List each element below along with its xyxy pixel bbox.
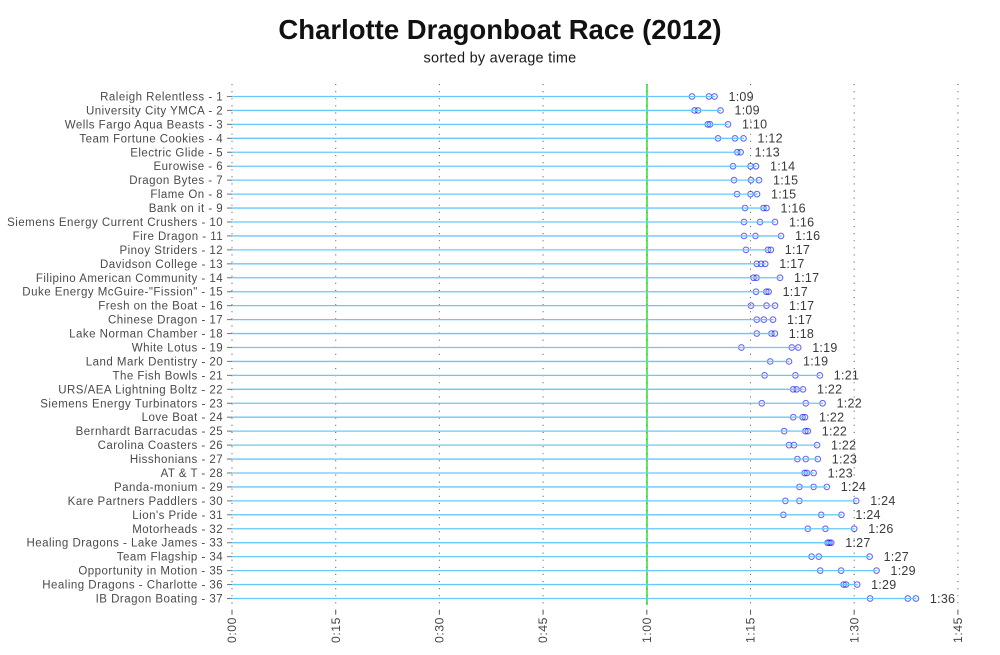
svg-text:Fire Dragon - 11: Fire Dragon - 11 — [133, 231, 224, 243]
svg-text:1:27: 1:27 — [884, 550, 909, 564]
svg-text:1:22: 1:22 — [831, 438, 856, 452]
svg-text:0:45: 0:45 — [536, 617, 550, 643]
svg-text:1:19: 1:19 — [812, 341, 837, 355]
svg-text:1:29: 1:29 — [891, 564, 916, 578]
svg-text:1:15: 1:15 — [771, 187, 796, 201]
svg-text:1:36: 1:36 — [930, 592, 955, 606]
svg-text:Flame On - 8: Flame On - 8 — [150, 189, 223, 201]
svg-text:1:14: 1:14 — [770, 160, 795, 174]
svg-text:Bank on it - 9: Bank on it - 9 — [149, 203, 223, 215]
svg-text:1:09: 1:09 — [729, 90, 754, 104]
svg-text:1:23: 1:23 — [828, 466, 853, 480]
svg-text:1:17: 1:17 — [785, 243, 810, 257]
svg-text:1:29: 1:29 — [871, 578, 896, 592]
svg-text:Eurowise - 6: Eurowise - 6 — [154, 161, 224, 173]
svg-text:1:13: 1:13 — [755, 146, 780, 160]
svg-text:1:17: 1:17 — [779, 257, 804, 271]
svg-text:1:16: 1:16 — [781, 201, 806, 215]
svg-text:Healing Dragons - Charlotte -: Healing Dragons - Charlotte - 36 — [42, 580, 223, 592]
svg-text:Carolina Coasters - 26: Carolina Coasters - 26 — [98, 440, 224, 452]
svg-text:1:21: 1:21 — [834, 369, 859, 383]
svg-text:Team Flagship - 34: Team Flagship - 34 — [117, 552, 224, 564]
svg-text:Davidson College - 13: Davidson College - 13 — [100, 259, 223, 271]
svg-text:Hisshonians - 27: Hisshonians - 27 — [130, 454, 223, 466]
svg-text:1:18: 1:18 — [789, 327, 814, 341]
svg-text:Filipino American Community -: Filipino American Community - 14 — [36, 273, 223, 285]
svg-text:Team Fortune Cookies - 4: Team Fortune Cookies - 4 — [79, 133, 223, 145]
svg-text:White Lotus - 19: White Lotus - 19 — [132, 342, 223, 354]
svg-text:1:23: 1:23 — [832, 452, 857, 466]
svg-text:Siemens Energy Current Crusher: Siemens Energy Current Crushers - 10 — [7, 217, 223, 229]
svg-text:Motorheads - 32: Motorheads - 32 — [132, 524, 223, 536]
svg-text:Wells Fargo Aqua Beasts - 3: Wells Fargo Aqua Beasts - 3 — [65, 119, 223, 131]
svg-text:1:19: 1:19 — [803, 355, 828, 369]
svg-text:1:22: 1:22 — [819, 411, 844, 425]
svg-text:Dragon Bytes - 7: Dragon Bytes - 7 — [129, 175, 223, 187]
svg-text:University City YMCA - 2: University City YMCA - 2 — [86, 105, 223, 117]
svg-text:1:12: 1:12 — [758, 132, 783, 146]
svg-text:1:16: 1:16 — [789, 215, 814, 229]
svg-text:IB Dragon Boating - 37: IB Dragon Boating - 37 — [96, 593, 224, 605]
svg-text:Love Boat - 24: Love Boat - 24 — [142, 412, 224, 424]
svg-text:1:24: 1:24 — [855, 508, 880, 522]
svg-text:Duke Energy McGuire-"Fission": Duke Energy McGuire-"Fission" - 15 — [22, 287, 223, 299]
svg-text:1:22: 1:22 — [817, 383, 842, 397]
svg-text:1:16: 1:16 — [795, 229, 820, 243]
svg-text:Chinese Dragon - 17: Chinese Dragon - 17 — [108, 315, 223, 327]
svg-text:1:17: 1:17 — [783, 285, 808, 299]
svg-text:1:30: 1:30 — [847, 617, 861, 643]
svg-text:Lake Norman Chamber - 18: Lake Norman Chamber - 18 — [69, 329, 223, 341]
svg-text:Charlotte Dragonboat Race (201: Charlotte Dragonboat Race (2012) — [278, 14, 721, 45]
svg-text:Pinoy Striders - 12: Pinoy Striders - 12 — [119, 245, 223, 257]
svg-text:Opportunity in Motion - 35: Opportunity in Motion - 35 — [78, 566, 223, 578]
svg-text:Land Mark Dentistry - 20: Land Mark Dentistry - 20 — [86, 356, 223, 368]
svg-text:Siemens Energy Turbinators - 2: Siemens Energy Turbinators - 23 — [40, 398, 223, 410]
svg-text:0:00: 0:00 — [225, 617, 239, 643]
svg-text:0:30: 0:30 — [433, 617, 447, 643]
svg-text:1:22: 1:22 — [837, 397, 862, 411]
svg-text:1:00: 1:00 — [640, 617, 654, 643]
svg-text:1:17: 1:17 — [789, 299, 814, 313]
svg-text:Fresh on the Boat - 16: Fresh on the Boat - 16 — [98, 301, 223, 313]
svg-text:Raleigh Relentless - 1: Raleigh Relentless - 1 — [100, 92, 223, 104]
svg-text:1:10: 1:10 — [742, 118, 767, 132]
svg-text:Healing Dragons - Lake James -: Healing Dragons - Lake James - 33 — [26, 538, 223, 550]
svg-text:0:15: 0:15 — [329, 617, 343, 643]
svg-text:1:26: 1:26 — [868, 522, 893, 536]
svg-text:1:27: 1:27 — [845, 536, 870, 550]
svg-text:Electric Glide - 5: Electric Glide - 5 — [130, 147, 223, 159]
svg-text:Panda-monium - 29: Panda-monium - 29 — [114, 482, 223, 494]
svg-text:1:24: 1:24 — [841, 480, 866, 494]
svg-text:The Fish Bowls - 21: The Fish Bowls - 21 — [112, 370, 223, 382]
svg-text:Lion's Pride - 31: Lion's Pride - 31 — [132, 510, 223, 522]
svg-text:AT & T - 28: AT & T - 28 — [161, 468, 224, 480]
svg-text:URS/AEA Lightning Boltz - 22: URS/AEA Lightning Boltz - 22 — [58, 384, 223, 396]
svg-text:1:17: 1:17 — [794, 271, 819, 285]
svg-text:Bernhardt Barracudas - 25: Bernhardt Barracudas - 25 — [76, 426, 224, 438]
svg-text:1:45: 1:45 — [951, 617, 965, 643]
svg-text:1:15: 1:15 — [744, 617, 758, 643]
svg-text:Kare Partners Paddlers - 30: Kare Partners Paddlers - 30 — [68, 496, 224, 508]
svg-text:1:24: 1:24 — [870, 494, 895, 508]
svg-text:1:17: 1:17 — [787, 313, 812, 327]
svg-text:1:15: 1:15 — [773, 173, 798, 187]
svg-text:1:09: 1:09 — [735, 104, 760, 118]
svg-text:1:22: 1:22 — [822, 424, 847, 438]
svg-text:sorted by average time: sorted by average time — [424, 51, 577, 67]
